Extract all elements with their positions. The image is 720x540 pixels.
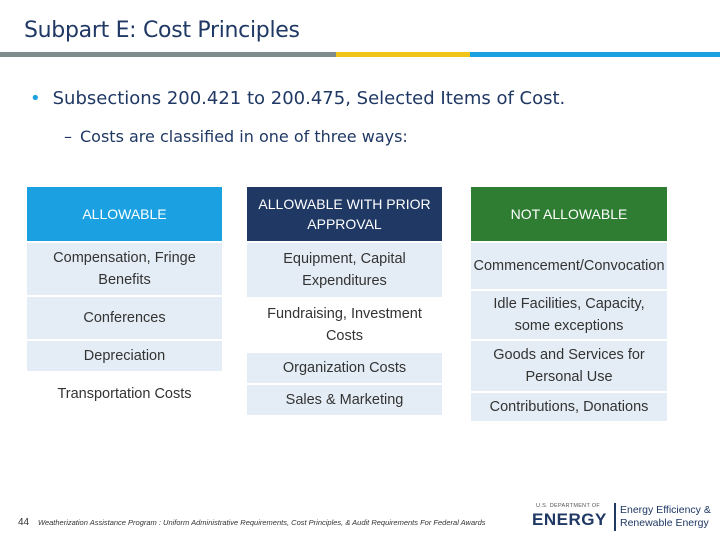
bullet-prefix: Subsections	[52, 88, 167, 109]
main-bullet: • Subsections 200.421 to 200.475, Selecte…	[30, 88, 565, 109]
table-cell: Commencement/Convocation	[471, 241, 667, 289]
table-cell: Compensation, Fringe Benefits	[27, 241, 222, 295]
column-not-allowable: NOT ALLOWABLE Commencement/Convocation I…	[471, 187, 667, 421]
doe-eere-logo: U.S. DEPARTMENT OF ENERGY Energy Efficie…	[532, 503, 714, 531]
table-cell: Contributions, Donations	[471, 391, 667, 421]
table-cell: Goods and Services for Personal Use	[471, 339, 667, 391]
title-underline-gray	[0, 52, 336, 57]
column-allowable: ALLOWABLE Compensation, Fringe Benefits …	[27, 187, 222, 415]
header-prior-approval: ALLOWABLE WITH PRIOR APPROVAL	[247, 187, 442, 241]
header-allowable: ALLOWABLE	[27, 187, 222, 241]
logo-eere-line2: Renewable Energy	[620, 517, 709, 529]
sub-bullet-text: Costs are classified in one of three way…	[80, 127, 408, 146]
logo-department-text: U.S. DEPARTMENT OF	[536, 503, 601, 509]
logo-divider	[614, 503, 616, 531]
bullet-suffix: , Selected Items of Cost.	[345, 88, 566, 109]
table-cell: Sales & Marketing	[247, 383, 442, 415]
table-cell: Fundraising, Investment Costs	[247, 297, 442, 351]
logo-eere-line1: Energy Efficiency &	[620, 504, 711, 516]
table-cell: Organization Costs	[247, 351, 442, 383]
column-prior-approval: ALLOWABLE WITH PRIOR APPROVAL Equipment,…	[247, 187, 442, 415]
logo-energy-text: ENERGY	[532, 510, 607, 529]
bullet-bold: 200.421 to 200.475	[166, 88, 346, 109]
bullet-dot-icon: •	[30, 88, 41, 109]
table-cell: Transportation Costs	[27, 371, 222, 415]
page-number: 44	[18, 517, 30, 528]
header-not-allowable: NOT ALLOWABLE	[471, 187, 667, 241]
footer-text: Weatherization Assistance Program : Unif…	[38, 518, 486, 527]
table-cell: Depreciation	[27, 339, 222, 371]
title-underline-yellow	[336, 52, 470, 57]
table-cell: Conferences	[27, 295, 222, 339]
slide-title: Subpart E: Cost Principles	[24, 18, 300, 43]
table-cell: Equipment, Capital Expenditures	[247, 241, 442, 297]
sub-bullet: – Costs are classified in one of three wa…	[64, 127, 408, 146]
title-underline-blue	[470, 52, 720, 57]
table-cell: Idle Facilities, Capacity, some exceptio…	[471, 289, 667, 339]
sub-bullet-dash: –	[64, 127, 72, 146]
